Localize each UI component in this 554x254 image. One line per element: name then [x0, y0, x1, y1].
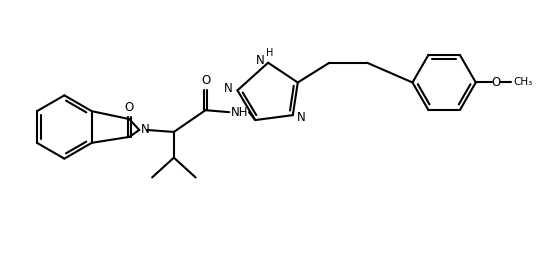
Text: O: O: [201, 74, 210, 87]
Text: N: N: [256, 54, 265, 67]
Text: O: O: [491, 76, 500, 89]
Text: N: N: [224, 82, 233, 95]
Text: NH: NH: [230, 106, 248, 119]
Text: N: N: [141, 123, 150, 136]
Text: N: N: [297, 110, 306, 124]
Text: H: H: [266, 48, 274, 58]
Text: CH₃: CH₃: [514, 77, 533, 87]
Text: O: O: [125, 101, 134, 114]
